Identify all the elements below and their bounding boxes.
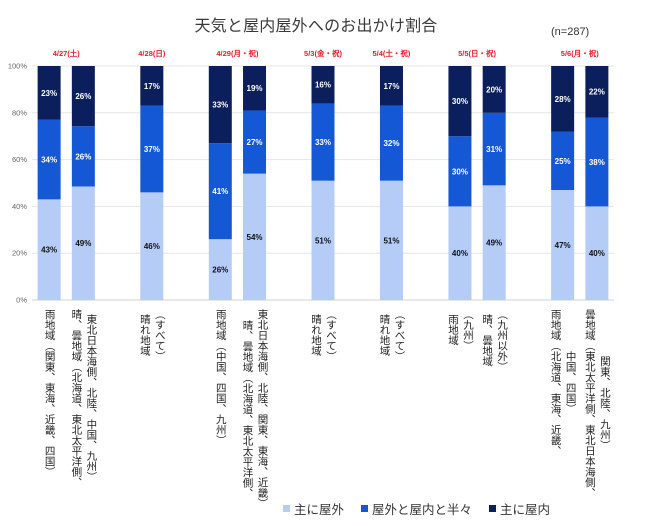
data-label-half-and-half: 32% bbox=[383, 139, 399, 148]
data-label-indoor: 22% bbox=[589, 88, 605, 97]
data-label-indoor: 23% bbox=[41, 89, 57, 98]
data-label-indoor: 17% bbox=[383, 82, 399, 91]
bar-segment-outdoor bbox=[311, 180, 335, 300]
y-tick-label: 20% bbox=[12, 249, 27, 258]
bar-segment-indoor bbox=[551, 66, 575, 132]
bar-segment-outdoor bbox=[71, 186, 95, 300]
bar-segment-indoor bbox=[482, 66, 506, 113]
bar-segment-half-and-half bbox=[551, 131, 575, 191]
data-label-indoor: 20% bbox=[486, 85, 502, 94]
chart-title: 天気と屋内屋外へのお出かけ割合 bbox=[194, 16, 438, 35]
date-group-label: 5/4(土・祝) bbox=[373, 48, 411, 58]
bar-segment-outdoor bbox=[140, 192, 164, 300]
bar-segment-half-and-half bbox=[140, 105, 164, 193]
data-label-outdoor: 51% bbox=[315, 236, 331, 245]
bar-segment-outdoor bbox=[379, 180, 403, 300]
data-label-half-and-half: 33% bbox=[315, 138, 331, 147]
data-label-indoor: 16% bbox=[315, 81, 331, 90]
data-label-outdoor: 43% bbox=[41, 246, 57, 255]
bar-segment-indoor bbox=[311, 66, 335, 104]
bar-segment-half-and-half bbox=[448, 136, 472, 207]
data-labels: 43% 34% 23% 49% 26% 26% 46% 37% 17% 26% 41% 33% 54% 2… bbox=[41, 81, 605, 275]
legend-label-outdoor: 主に屋外 bbox=[294, 502, 345, 517]
data-label-indoor: 19% bbox=[247, 84, 263, 93]
legend-item-indoor: 主に屋内 bbox=[489, 499, 550, 518]
bar-segment-outdoor bbox=[585, 206, 609, 300]
bars bbox=[37, 66, 609, 300]
data-label-half-and-half: 25% bbox=[555, 157, 571, 166]
data-label-indoor: 30% bbox=[452, 97, 468, 106]
y-tick-label: 100% bbox=[8, 62, 28, 71]
data-label-half-and-half: 27% bbox=[247, 138, 263, 147]
y-tick-label: 0% bbox=[16, 296, 27, 305]
data-label-half-and-half: 31% bbox=[486, 145, 502, 154]
bar-segment-indoor bbox=[208, 66, 232, 144]
bar-segment-outdoor bbox=[208, 239, 232, 300]
data-label-indoor: 17% bbox=[144, 82, 160, 91]
legend-swatch-half bbox=[361, 505, 369, 512]
data-label-outdoor: 40% bbox=[589, 249, 605, 258]
bar-segment-half-and-half bbox=[482, 112, 506, 186]
sample-size-note: (n=287) bbox=[551, 26, 590, 38]
data-label-indoor: 26% bbox=[75, 92, 91, 101]
date-group-label: 4/29(月・祝) bbox=[216, 48, 259, 58]
legend-item-outdoor: 主に屋外 bbox=[283, 499, 344, 518]
bar-segment-outdoor bbox=[482, 185, 506, 300]
legend-swatch-indoor bbox=[489, 505, 497, 512]
date-group-label: 4/28(日) bbox=[138, 49, 166, 58]
bar-segment-half-and-half bbox=[71, 126, 95, 187]
data-label-half-and-half: 34% bbox=[41, 156, 57, 165]
legend-swatch-outdoor bbox=[283, 505, 290, 512]
bar-segment-half-and-half bbox=[311, 103, 335, 181]
data-label-outdoor: 54% bbox=[247, 233, 263, 242]
bar-segment-indoor bbox=[140, 66, 164, 106]
data-label-outdoor: 49% bbox=[486, 239, 502, 248]
date-group-label: 4/27(土) bbox=[53, 48, 81, 58]
y-tick-label: 40% bbox=[12, 202, 27, 211]
bar-segment-half-and-half bbox=[379, 105, 403, 181]
y-axis: 0% 20% 40% 60% 80% 100% bbox=[8, 62, 28, 305]
date-group-label: 5/6(月・祝) bbox=[561, 48, 599, 58]
bar-segment-outdoor bbox=[448, 206, 472, 300]
data-label-outdoor: 49% bbox=[75, 239, 91, 248]
data-label-indoor: 33% bbox=[212, 101, 228, 110]
legend-label-indoor: 主に屋内 bbox=[500, 502, 551, 517]
data-label-indoor: 28% bbox=[555, 95, 571, 104]
data-label-half-and-half: 38% bbox=[589, 158, 605, 167]
bar-segment-half-and-half bbox=[243, 110, 267, 174]
data-label-outdoor: 47% bbox=[555, 241, 571, 250]
data-label-outdoor: 46% bbox=[144, 242, 160, 251]
bar-segment-outdoor bbox=[243, 173, 267, 300]
y-tick-label: 60% bbox=[12, 155, 27, 164]
legend-label-half: 屋外と屋内と半々 bbox=[372, 502, 473, 517]
data-label-half-and-half: 41% bbox=[212, 187, 228, 196]
bar-segment-indoor bbox=[37, 66, 61, 120]
bar-segment-indoor bbox=[379, 66, 403, 106]
date-group-labels: 4/27(土) 4/28(日) 4/29(月・祝) 5/3(金・祝) 5/4(土・祝) 5… bbox=[53, 48, 600, 58]
bar-segment-outdoor bbox=[37, 199, 61, 300]
bar-segment-half-and-half bbox=[37, 119, 61, 200]
bar-segment-indoor bbox=[243, 66, 267, 111]
bar-segment-indoor bbox=[448, 66, 472, 137]
data-label-half-and-half: 26% bbox=[75, 152, 91, 161]
data-label-half-and-half: 37% bbox=[144, 145, 160, 154]
legend-item-half: 屋外と屋内と半々 bbox=[361, 499, 472, 518]
bar-segment-indoor bbox=[71, 66, 95, 127]
bar-segment-indoor bbox=[585, 66, 609, 118]
data-label-half-and-half: 30% bbox=[452, 167, 468, 176]
data-label-outdoor: 40% bbox=[452, 249, 468, 258]
bar-segment-outdoor bbox=[551, 190, 575, 300]
data-label-outdoor: 26% bbox=[212, 266, 228, 275]
date-group-label: 5/5(日・祝) bbox=[458, 48, 496, 58]
bar-segment-half-and-half bbox=[208, 143, 232, 240]
y-tick-label: 80% bbox=[12, 108, 27, 117]
date-group-label: 5/3(金・祝) bbox=[304, 48, 342, 58]
data-label-outdoor: 51% bbox=[383, 236, 399, 245]
legend: 主に屋外 屋外と屋内と半々 主に屋内 bbox=[283, 499, 550, 518]
bar-segment-half-and-half bbox=[585, 117, 609, 207]
